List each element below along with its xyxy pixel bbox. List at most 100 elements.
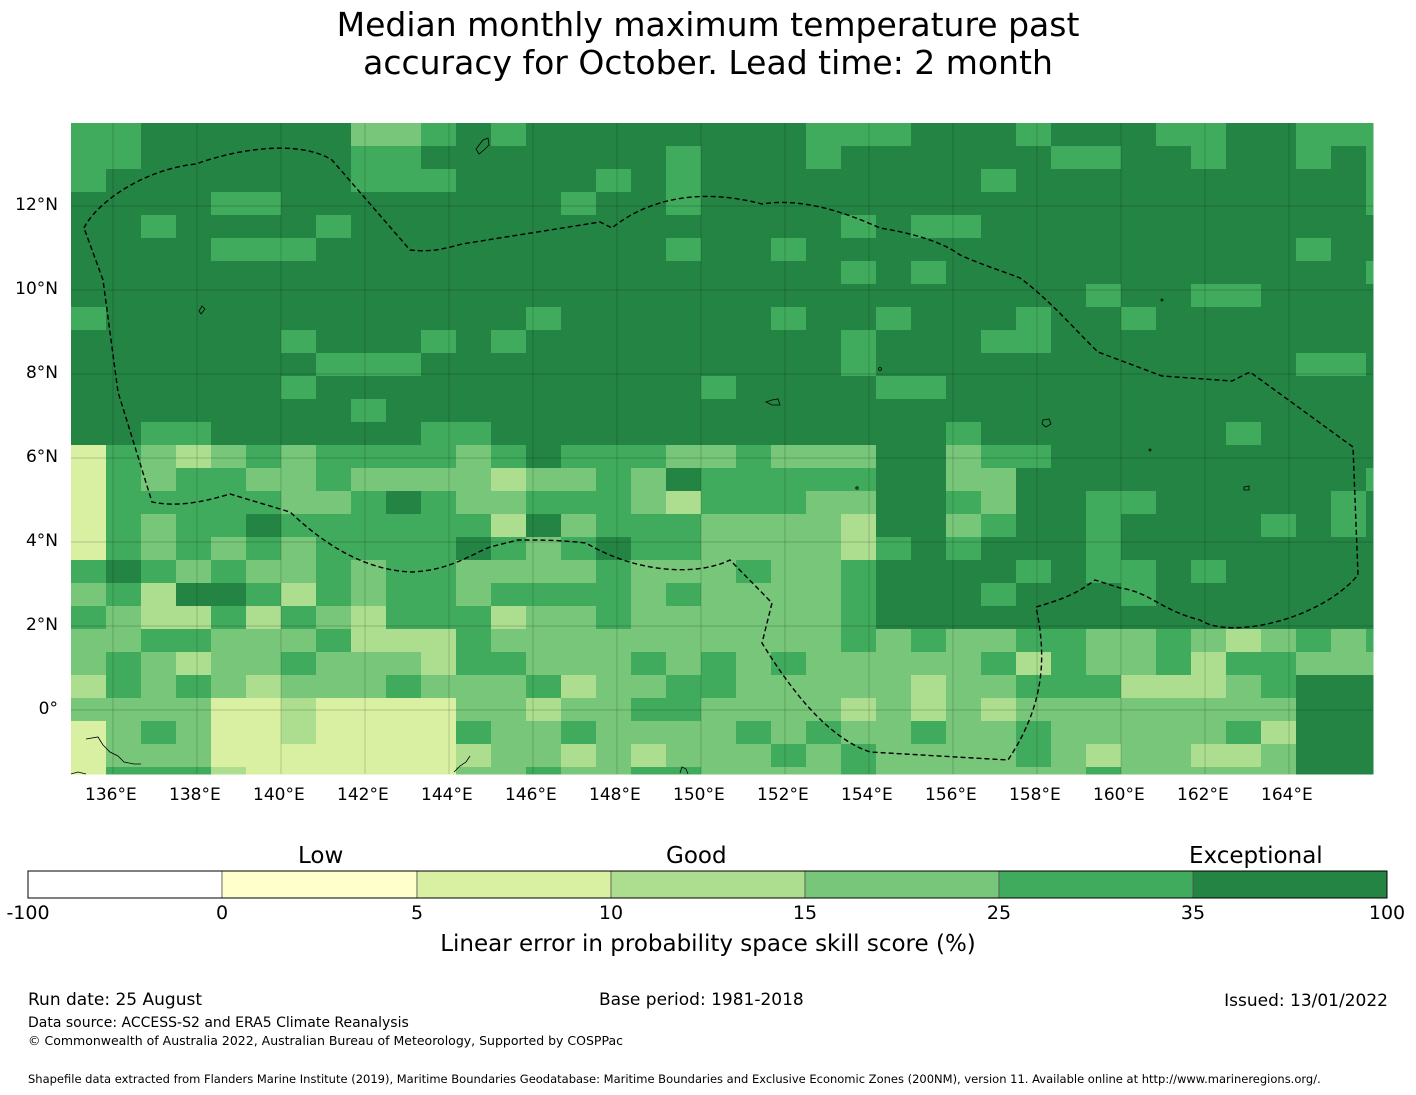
grid-cell bbox=[841, 491, 877, 515]
grid-cell bbox=[771, 583, 807, 607]
grid-cell bbox=[771, 399, 807, 423]
grid-cell bbox=[456, 468, 492, 492]
grid-cell bbox=[176, 537, 212, 561]
grid-cell bbox=[176, 330, 212, 354]
grid-cell bbox=[596, 399, 632, 423]
grid-cell bbox=[1086, 123, 1122, 147]
grid-cell bbox=[316, 767, 352, 775]
grid-cell bbox=[981, 238, 1017, 262]
grid-cell bbox=[911, 767, 947, 775]
lon-tick-label: 152°E bbox=[757, 785, 809, 805]
grid-cell bbox=[736, 307, 772, 331]
grid-cell bbox=[946, 491, 982, 515]
grid-cell bbox=[456, 123, 492, 147]
grid-cell bbox=[876, 583, 912, 607]
grid-cell bbox=[1296, 284, 1332, 308]
grid-cell bbox=[456, 744, 492, 768]
grid-cell bbox=[421, 238, 457, 262]
grid-cell bbox=[1366, 238, 1374, 262]
grid-cell bbox=[71, 169, 107, 193]
grid-cell bbox=[736, 537, 772, 561]
grid-cell bbox=[841, 284, 877, 308]
grid-cell bbox=[141, 744, 177, 768]
grid-cell bbox=[631, 583, 667, 607]
colorbar-tick-label: 25 bbox=[986, 902, 1012, 924]
grid-cell bbox=[1156, 169, 1192, 193]
grid-cell bbox=[491, 422, 527, 446]
grid-cell bbox=[1331, 376, 1367, 400]
grid-cell bbox=[1226, 399, 1262, 423]
grid-cell bbox=[1296, 675, 1332, 699]
grid-cell bbox=[176, 629, 212, 653]
grid-cell bbox=[666, 652, 702, 676]
colorbar-bin bbox=[1192, 870, 1388, 899]
grid-cell bbox=[421, 491, 457, 515]
grid-cell bbox=[701, 376, 737, 400]
grid-cell bbox=[1226, 629, 1262, 653]
grid-cell bbox=[666, 468, 702, 492]
data-source: Data source: ACCESS-S2 and ERA5 Climate … bbox=[28, 1015, 409, 1031]
grid-cell bbox=[841, 215, 877, 239]
grid-cell bbox=[211, 399, 247, 423]
grid-cell bbox=[456, 606, 492, 630]
grid-cell bbox=[736, 399, 772, 423]
grid-cell bbox=[246, 353, 282, 377]
grid-cell bbox=[456, 721, 492, 745]
grid-cell bbox=[666, 422, 702, 446]
grid-cell bbox=[806, 376, 842, 400]
grid-cell bbox=[911, 284, 947, 308]
grid-cell bbox=[71, 307, 107, 331]
grid-cell bbox=[281, 169, 317, 193]
grid-cell bbox=[246, 238, 282, 262]
grid-cell bbox=[876, 307, 912, 331]
grid-cell bbox=[1226, 468, 1262, 492]
grid-cell bbox=[141, 675, 177, 699]
grid-cell bbox=[876, 192, 912, 216]
grid-cell bbox=[1156, 261, 1192, 285]
grid-cell bbox=[106, 284, 142, 308]
grid-cell bbox=[456, 491, 492, 515]
grid-cell bbox=[736, 767, 772, 775]
grid-cell bbox=[1121, 744, 1157, 768]
grid-cell bbox=[456, 146, 492, 170]
grid-cell bbox=[526, 376, 562, 400]
grid-cell bbox=[911, 146, 947, 170]
grid-cell bbox=[281, 376, 317, 400]
grid-cell bbox=[281, 675, 317, 699]
grid-cell bbox=[631, 560, 667, 584]
grid-cell bbox=[771, 192, 807, 216]
grid-cell bbox=[631, 422, 667, 446]
grid-cell bbox=[981, 261, 1017, 285]
grid-cell bbox=[106, 721, 142, 745]
lon-tick-label: 136°E bbox=[85, 785, 137, 805]
grid-cell bbox=[1156, 721, 1192, 745]
grid-cell bbox=[701, 215, 737, 239]
grid-cell bbox=[386, 353, 422, 377]
grid-cell bbox=[1051, 192, 1087, 216]
grid-cell bbox=[1226, 767, 1262, 775]
grid-cell bbox=[596, 123, 632, 147]
grid-cell bbox=[1016, 606, 1052, 630]
grid-cell bbox=[1366, 215, 1374, 239]
grid-cell bbox=[701, 422, 737, 446]
grid-cell bbox=[701, 284, 737, 308]
grid-cell bbox=[1156, 468, 1192, 492]
grid-cell bbox=[1191, 468, 1227, 492]
grid-cell bbox=[1331, 330, 1367, 354]
grid-cell bbox=[526, 537, 562, 561]
grid-cell bbox=[491, 399, 527, 423]
grid-cell bbox=[1366, 629, 1374, 653]
grid-cell bbox=[1331, 238, 1367, 262]
grid-cell bbox=[596, 192, 632, 216]
title-line-2: accuracy for October. Lead time: 2 month bbox=[363, 43, 1053, 82]
lon-tick-label: 158°E bbox=[1009, 785, 1061, 805]
grid-cell bbox=[421, 123, 457, 147]
grid-cell bbox=[946, 767, 982, 775]
grid-cell bbox=[981, 583, 1017, 607]
grid-cell bbox=[176, 468, 212, 492]
grid-cell bbox=[1331, 698, 1367, 722]
grid-cell bbox=[596, 261, 632, 285]
grid-cell bbox=[1226, 376, 1262, 400]
grid-cell bbox=[841, 261, 877, 285]
